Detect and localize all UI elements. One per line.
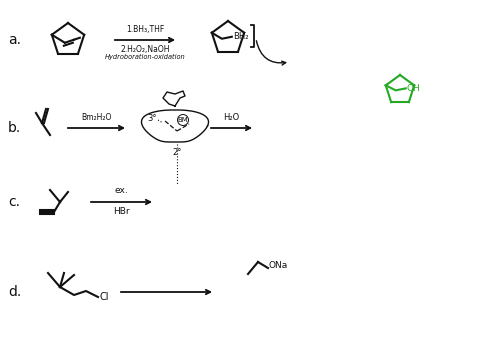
- Text: BM: BM: [178, 117, 188, 123]
- Text: 3°: 3°: [147, 113, 157, 122]
- Text: 1.BH₃,THF: 1.BH₃,THF: [126, 25, 164, 34]
- Text: ex.: ex.: [115, 186, 128, 195]
- Text: Hydroboration-oxidation: Hydroboration-oxidation: [105, 54, 185, 60]
- Text: OH: OH: [407, 84, 420, 93]
- Text: Bm₂H₂O: Bm₂H₂O: [81, 113, 112, 122]
- Text: 2.H₂O₂,NaOH: 2.H₂O₂,NaOH: [120, 45, 170, 54]
- Text: c.: c.: [8, 195, 20, 209]
- Text: HBr: HBr: [113, 207, 130, 216]
- Text: a.: a.: [8, 33, 21, 47]
- Text: d.: d.: [8, 285, 21, 299]
- Text: H₂O: H₂O: [223, 113, 240, 122]
- Text: Cl: Cl: [99, 292, 108, 302]
- Text: ONa: ONa: [269, 261, 288, 270]
- Text: 2°: 2°: [172, 148, 182, 157]
- Text: BH₂: BH₂: [233, 32, 248, 41]
- Text: b.: b.: [8, 121, 21, 135]
